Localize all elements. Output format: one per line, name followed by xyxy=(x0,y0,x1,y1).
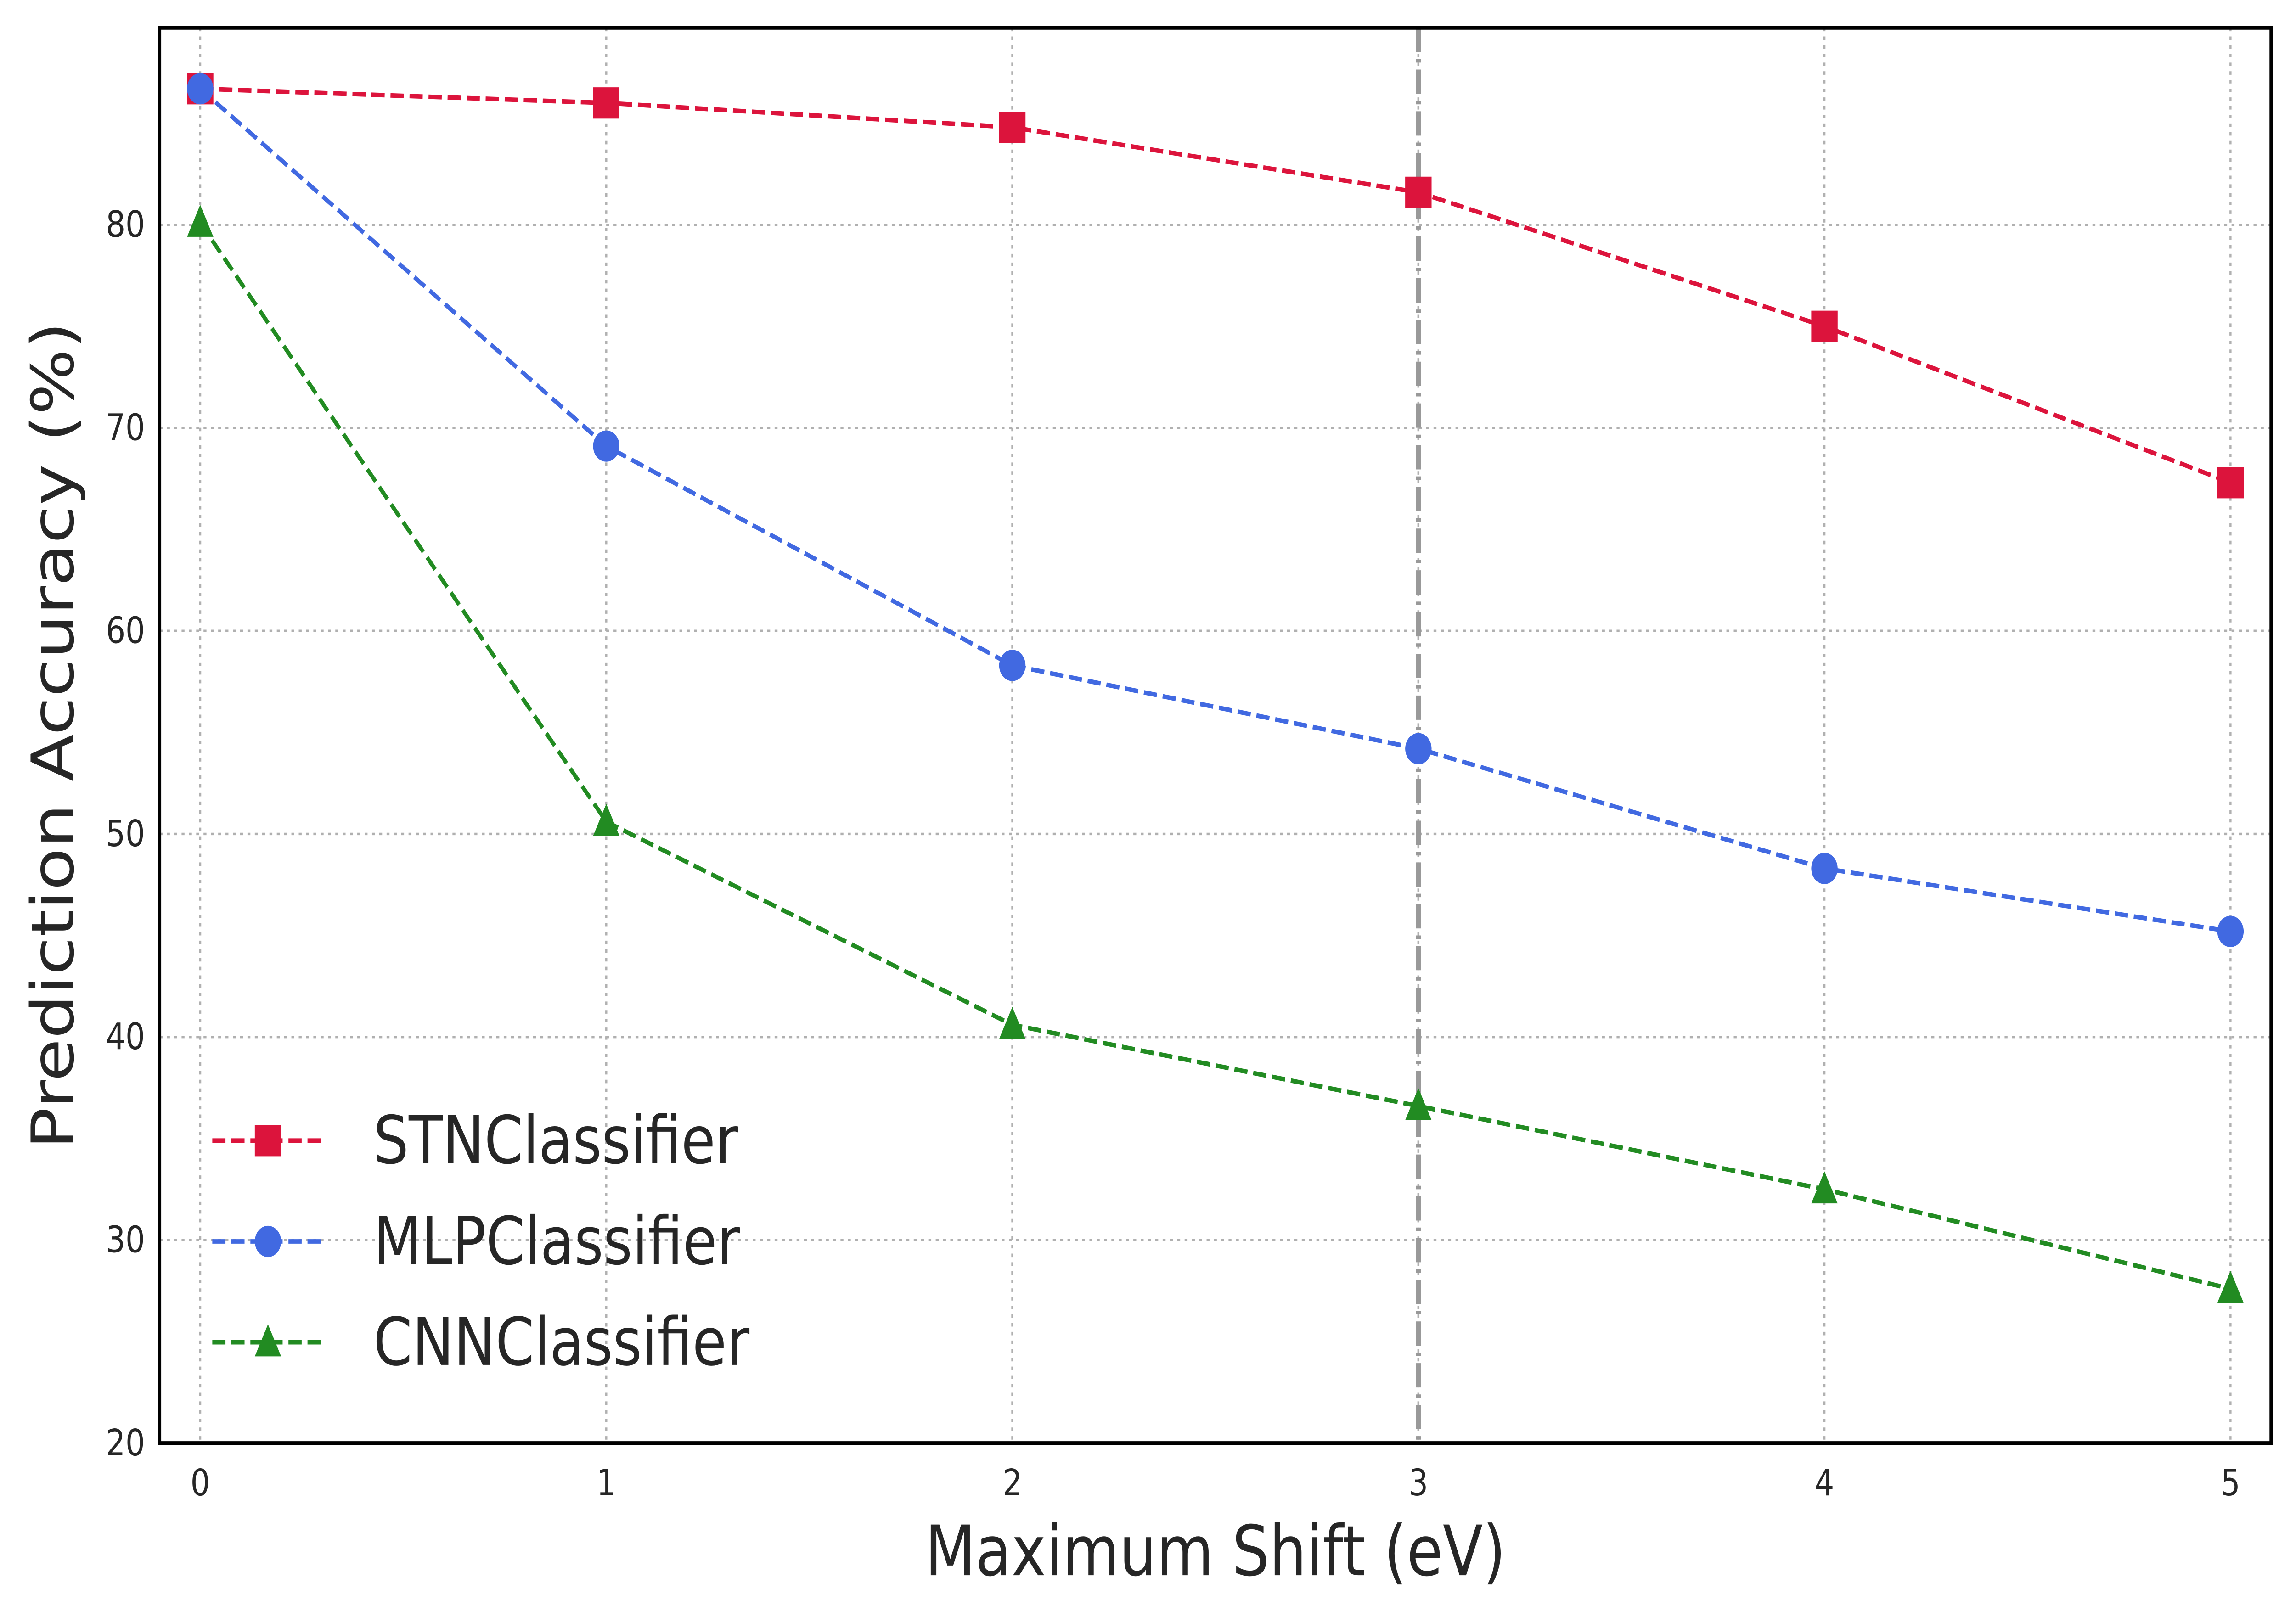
legend: STNClassifier MLPClassifier CNNClassifier xyxy=(212,1103,749,1381)
y-tick-label: 70 xyxy=(106,407,145,449)
legend-item: CNNClassifier xyxy=(212,1304,749,1381)
x-ticks: 0 1 2 3 4 5 xyxy=(191,1462,2240,1504)
square-marker xyxy=(593,87,619,119)
y-tick-label: 50 xyxy=(106,813,145,855)
square-marker xyxy=(999,112,1026,143)
square-marker xyxy=(1811,310,1838,342)
series-MLPClassifier xyxy=(187,73,2244,947)
x-axis-label: Maximum Shift (eV) xyxy=(925,1511,1506,1592)
circle-marker xyxy=(187,73,214,105)
legend-label: CNNClassifier xyxy=(373,1304,749,1381)
series-line xyxy=(198,221,2231,1291)
circle-marker xyxy=(1811,853,1838,884)
circle-marker xyxy=(999,650,1026,681)
series-line xyxy=(199,87,2231,934)
circle-marker xyxy=(593,430,619,462)
circle-marker xyxy=(254,1225,281,1258)
circle-marker xyxy=(1405,733,1432,764)
series-line xyxy=(200,86,2231,485)
square-marker xyxy=(2217,467,2244,499)
triangle-marker xyxy=(2217,1270,2244,1303)
circle-marker xyxy=(2217,915,2244,947)
series-STNClassifier xyxy=(187,73,2244,499)
y-ticks: 20 30 40 50 60 70 80 xyxy=(106,204,145,1465)
series-group xyxy=(187,73,2244,1303)
square-marker xyxy=(1405,176,1432,208)
grid xyxy=(159,28,2271,1443)
triangle-marker xyxy=(254,1324,281,1357)
y-tick-label: 80 xyxy=(106,204,145,246)
series-CNNClassifier xyxy=(187,204,2244,1303)
y-tick-label: 30 xyxy=(106,1219,145,1261)
legend-item: STNClassifier xyxy=(212,1103,738,1179)
triangle-marker xyxy=(999,1006,1026,1039)
square-marker xyxy=(254,1125,281,1157)
x-tick-label: 5 xyxy=(2221,1462,2240,1504)
x-tick-label: 2 xyxy=(1002,1462,1022,1504)
x-tick-label: 1 xyxy=(597,1462,616,1504)
y-axis-label: Prediction Accuracy (%) xyxy=(19,322,87,1149)
legend-label: STNClassifier xyxy=(373,1103,738,1179)
x-tick-label: 3 xyxy=(1409,1462,1429,1504)
legend-item: MLPClassifier xyxy=(212,1203,740,1280)
legend-label: MLPClassifier xyxy=(373,1203,740,1280)
plot-frame xyxy=(158,26,2273,1445)
y-tick-label: 60 xyxy=(106,610,145,652)
triangle-marker xyxy=(1405,1088,1432,1120)
triangle-marker xyxy=(1811,1171,1838,1204)
x-tick-label: 4 xyxy=(1815,1462,1835,1504)
y-tick-label: 40 xyxy=(106,1016,145,1058)
triangle-marker xyxy=(593,803,619,836)
triangle-marker xyxy=(187,204,214,237)
y-tick-label: 20 xyxy=(106,1422,145,1464)
x-tick-label: 0 xyxy=(191,1462,210,1504)
